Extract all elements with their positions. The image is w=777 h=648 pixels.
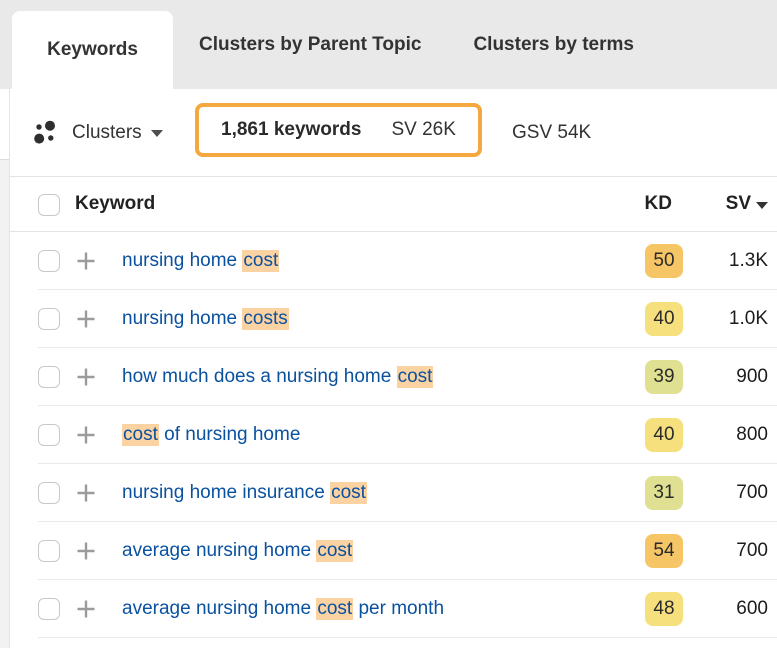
keyword-link[interactable]: nursing home costs — [122, 308, 645, 330]
sv-value: 1.3K — [728, 250, 768, 271]
sv-value: 800 — [736, 424, 768, 445]
row-checkbox[interactable] — [38, 424, 60, 446]
keyword-text: nursing home insurance — [122, 482, 331, 503]
tab-clusters-by-parent-topic-label: Clusters by Parent Topic — [199, 33, 422, 55]
keyword-text: of nursing home — [158, 424, 301, 445]
chevron-down-icon — [150, 130, 163, 137]
table-row: average nursing home cost 54 700 — [10, 522, 777, 580]
kd-cell: 54 — [645, 534, 683, 568]
row-checkbox[interactable] — [38, 308, 60, 330]
plus-icon — [77, 600, 95, 618]
kd-cell: 31 — [645, 476, 683, 510]
row-checkbox[interactable] — [38, 366, 60, 388]
keyword-link[interactable]: cost of nursing home — [122, 424, 645, 446]
tab-keywords-label: Keywords — [47, 39, 138, 60]
keyword-term-highlight: cost — [330, 482, 367, 504]
column-header-kd[interactable]: KD — [644, 193, 672, 214]
keyword-term-highlight: cost — [242, 250, 280, 272]
keyword-link[interactable]: nursing home insurance cost — [122, 482, 645, 504]
keyword-text: nursing home — [122, 308, 243, 329]
sv-value: 900 — [736, 366, 768, 387]
table-header: Keyword KD SV — [10, 177, 777, 232]
background-panel-edge — [0, 89, 10, 648]
table-row: cost of nursing home 40 800 — [10, 406, 777, 464]
kd-badge: 40 — [645, 418, 683, 452]
kd-badge: 50 — [645, 244, 683, 278]
plus-icon — [77, 310, 95, 328]
table-row: nursing home costs 40 1.0K — [10, 290, 777, 348]
kd-badge: 40 — [645, 302, 683, 336]
keyword-text: how much does a nursing home — [122, 366, 397, 387]
tab-clusters-by-terms[interactable]: Clusters by terms — [447, 0, 660, 89]
column-header-sv-label: SV — [725, 193, 751, 214]
keyword-link[interactable]: nursing home cost — [122, 250, 645, 272]
table-row: nursing home cost 50 1.3K — [10, 232, 777, 290]
sv-value: 700 — [736, 482, 768, 503]
global-search-volume-total: GSV 54K — [512, 121, 592, 143]
keyword-term-highlight: cost — [316, 598, 354, 620]
tab-keywords[interactable]: Keywords — [12, 11, 173, 89]
plus-icon — [77, 426, 95, 444]
table-row: nursing home insurance cost 31 700 — [10, 464, 777, 522]
column-header-sv[interactable]: SV — [726, 193, 768, 215]
row-checkbox[interactable] — [38, 482, 60, 504]
kd-cell: 40 — [645, 418, 683, 452]
keyword-link[interactable]: average nursing home cost — [122, 540, 645, 562]
add-to-list-button[interactable] — [74, 367, 98, 387]
tab-clusters-by-terms-label: Clusters by terms — [473, 33, 634, 55]
add-to-list-button[interactable] — [74, 251, 98, 271]
kd-cell: 39 — [645, 360, 683, 394]
plus-icon — [77, 368, 95, 386]
keywords-count-highlight-box: 1,861 keywords SV 26K — [195, 103, 482, 157]
add-to-list-button[interactable] — [74, 483, 98, 503]
clusters-dots-icon — [34, 120, 55, 144]
sort-descending-icon — [756, 202, 768, 209]
search-volume-total: SV 26K — [391, 119, 456, 140]
keyword-term-highlight: cost — [316, 540, 354, 562]
keyword-text: average nursing home — [122, 598, 317, 619]
keyword-term-highlight: costs — [242, 308, 289, 330]
kd-badge: 39 — [645, 360, 683, 394]
select-all-checkbox[interactable] — [38, 194, 60, 216]
kd-cell: 40 — [645, 302, 683, 336]
clusters-dropdown-label: Clusters — [72, 121, 142, 143]
plus-icon — [77, 252, 95, 270]
toolbar: Clusters 1,861 keywords SV 26K GSV 54K — [10, 89, 777, 177]
plus-icon — [77, 484, 95, 502]
row-checkbox[interactable] — [38, 598, 60, 620]
sv-value: 1.0K — [728, 308, 768, 329]
keyword-link[interactable]: average nursing home cost per month — [122, 598, 645, 620]
keyword-term-highlight: cost — [122, 424, 159, 446]
keyword-table-body: nursing home cost 50 1.3K nursing home c… — [10, 232, 777, 638]
column-header-keyword[interactable]: Keyword — [75, 193, 156, 214]
keyword-text: nursing home — [122, 250, 243, 271]
table-row: average nursing home cost per month 48 6… — [10, 580, 777, 638]
kd-badge: 48 — [645, 592, 683, 626]
kd-badge: 31 — [645, 476, 683, 510]
plus-icon — [77, 542, 95, 560]
table-row: how much does a nursing home cost 39 900 — [10, 348, 777, 406]
keyword-link[interactable]: how much does a nursing home cost — [122, 366, 645, 388]
add-to-list-button[interactable] — [74, 541, 98, 561]
kd-cell: 48 — [645, 592, 683, 626]
background-panel-edge-top — [0, 89, 9, 160]
tab-clusters-by-parent-topic[interactable]: Clusters by Parent Topic — [173, 0, 447, 89]
add-to-list-button[interactable] — [74, 309, 98, 329]
keyword-text: average nursing home — [122, 540, 317, 561]
keyword-term-highlight: cost — [396, 366, 434, 388]
tab-bar: Keywords Clusters by Parent Topic Cluste… — [0, 0, 777, 89]
clusters-dropdown-button[interactable]: Clusters — [33, 120, 163, 146]
add-to-list-button[interactable] — [74, 425, 98, 445]
kd-cell: 50 — [645, 244, 683, 278]
sv-value: 600 — [736, 598, 768, 619]
sv-value: 700 — [736, 540, 768, 561]
add-to-list-button[interactable] — [74, 599, 98, 619]
row-checkbox[interactable] — [38, 540, 60, 562]
keyword-text: per month — [353, 598, 445, 619]
keywords-count: 1,861 keywords — [221, 119, 362, 140]
row-checkbox[interactable] — [38, 250, 60, 272]
kd-badge: 54 — [645, 534, 683, 568]
